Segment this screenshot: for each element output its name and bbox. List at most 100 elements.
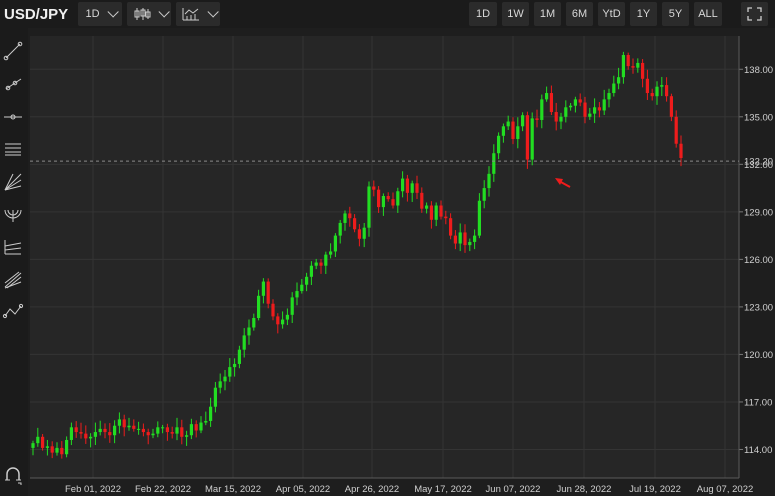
x-tick-label: Apr 26, 2022 — [345, 484, 399, 495]
range-button-1d[interactable]: 1D — [469, 2, 497, 26]
candle-up — [401, 178, 405, 192]
candle-down — [405, 178, 409, 193]
candle-up — [497, 135, 501, 154]
candle-down — [170, 432, 174, 434]
candle-up — [285, 314, 289, 320]
fib-fan-icon[interactable] — [2, 171, 24, 193]
grid — [30, 36, 739, 478]
y-tick-label: 123.00 — [744, 302, 773, 313]
pitchfork-icon[interactable] — [2, 269, 24, 291]
candle-down — [597, 107, 601, 111]
y-tick-label: 129.00 — [744, 207, 773, 218]
range-selector: 1D 1W 1M 6M YtD 1Y 5Y ALL — [469, 2, 727, 26]
candle-up — [492, 153, 496, 174]
candle-down — [348, 213, 352, 219]
fullscreen-button[interactable] — [741, 2, 768, 26]
candle-up — [314, 262, 318, 266]
candle-up — [559, 116, 563, 122]
indicators-dropdown[interactable] — [176, 2, 220, 26]
candle-up — [281, 319, 285, 325]
candle-up — [247, 327, 251, 336]
candle-up — [617, 77, 621, 84]
horizontal-line-icon[interactable] — [2, 106, 24, 128]
x-tick-label: May 17, 2022 — [414, 484, 472, 495]
candle-down — [626, 55, 630, 67]
candle-up — [636, 62, 640, 68]
range-button-5y[interactable]: 5Y — [662, 2, 689, 26]
candle-down — [429, 205, 433, 220]
candle-up — [477, 200, 481, 236]
interval-dropdown[interactable]: 1D — [78, 2, 122, 26]
candle-up — [396, 191, 400, 206]
candle-up — [137, 428, 141, 430]
fib-retracement-icon[interactable] — [2, 236, 24, 258]
candle-down — [511, 121, 515, 139]
candle-up — [228, 367, 232, 377]
candle-down — [319, 262, 323, 266]
candle-down — [146, 432, 150, 436]
candle-down — [271, 303, 275, 317]
candle-down — [103, 428, 107, 433]
y-tick-label: 135.00 — [744, 112, 773, 123]
candle-up — [602, 99, 606, 111]
chart-type-dropdown[interactable] — [127, 2, 171, 26]
range-button-1y[interactable]: 1Y — [630, 2, 657, 26]
parallel-channel-icon[interactable] — [2, 138, 24, 160]
candle-up — [156, 427, 160, 434]
candle-up — [252, 317, 256, 328]
range-button-6m[interactable]: 6M — [566, 2, 593, 26]
trend-line-icon[interactable] — [2, 40, 24, 62]
candle-down — [357, 229, 361, 239]
candle-up — [209, 406, 213, 421]
x-tick-label: Jul 19, 2022 — [629, 484, 681, 495]
candle-down — [665, 85, 669, 97]
candle-up — [458, 232, 462, 244]
candle-up — [237, 349, 241, 364]
candle-up — [161, 427, 165, 429]
range-button-1w[interactable]: 1W — [502, 2, 529, 26]
candle-up — [333, 235, 337, 252]
candle-up — [213, 387, 217, 407]
candle-up — [482, 188, 486, 201]
candle-up — [305, 276, 309, 285]
x-tick-label: Mar 15, 2022 — [205, 484, 261, 495]
range-button-all[interactable]: ALL — [694, 2, 722, 26]
candle-down — [372, 186, 376, 190]
range-button-1m[interactable]: 1M — [534, 2, 561, 26]
zigzag-icon[interactable] — [2, 301, 24, 323]
candle-up — [410, 183, 414, 193]
y-tick-label: 132.00 — [744, 160, 773, 171]
candle-up — [569, 105, 573, 108]
candle-up — [45, 446, 49, 448]
candle-down — [391, 199, 395, 206]
candle-up — [127, 425, 131, 428]
ray-icon[interactable] — [2, 73, 24, 95]
drawing-tools-sidebar — [0, 28, 28, 496]
candle-down — [631, 66, 635, 68]
magnet-icon[interactable] — [2, 464, 24, 486]
candle-down — [194, 424, 198, 431]
range-button-ytd[interactable]: YtD — [598, 2, 625, 26]
candle-up — [545, 93, 549, 100]
candle-down — [420, 192, 424, 209]
x-tick-label: Jun 28, 2022 — [557, 484, 612, 495]
candle-down — [165, 427, 169, 433]
candle-down — [266, 281, 270, 304]
candle-up — [199, 422, 203, 431]
candle-up — [573, 99, 577, 106]
candle-down — [449, 218, 453, 236]
axes: 114.00 117.00 120.00 123.00 126.00 129.00 132.… — [30, 36, 773, 495]
candle-up — [324, 254, 328, 266]
candle-up — [117, 419, 121, 426]
chart-plot-area[interactable] — [30, 36, 739, 478]
candle-up — [93, 432, 97, 437]
candle-down — [377, 189, 381, 208]
fib-arc-icon[interactable] — [2, 204, 24, 226]
candle-up — [261, 281, 265, 296]
x-tick-label: Jun 07, 2022 — [486, 484, 541, 495]
candle-up — [612, 83, 616, 94]
candle-up — [607, 93, 611, 100]
candle-up — [530, 118, 534, 160]
candle-down — [444, 216, 448, 219]
